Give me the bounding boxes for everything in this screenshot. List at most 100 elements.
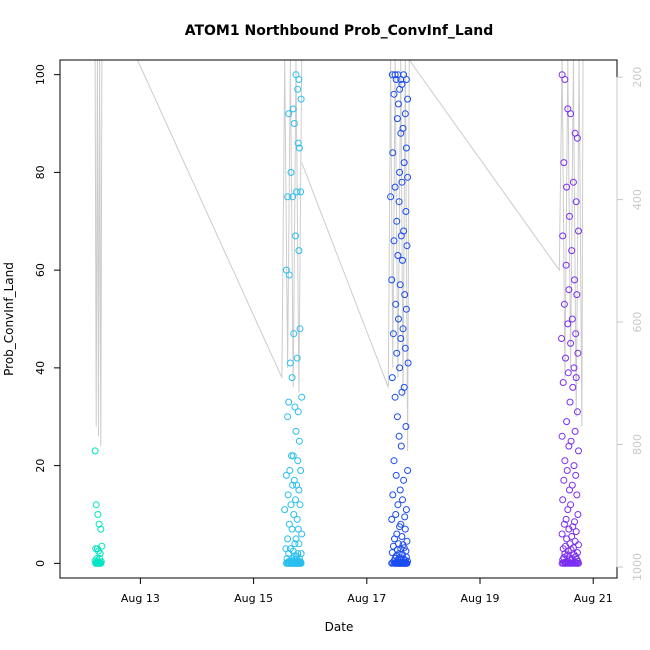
data-point xyxy=(396,85,404,93)
y-tick-label: 80 xyxy=(34,165,47,179)
y2-tick-label: 1000 xyxy=(631,553,644,581)
data-point xyxy=(393,217,401,225)
data-point xyxy=(297,559,305,567)
data-point xyxy=(573,134,581,142)
data-point xyxy=(94,559,102,567)
data-point xyxy=(573,549,581,557)
profile-line-4 xyxy=(408,60,584,427)
data-point xyxy=(397,129,405,137)
data-point xyxy=(291,403,299,411)
data-point xyxy=(289,193,297,201)
data-point xyxy=(403,242,411,250)
data-point xyxy=(394,501,402,509)
data-point xyxy=(287,168,295,176)
data-point xyxy=(569,178,577,186)
data-point xyxy=(575,541,582,549)
data-point xyxy=(286,359,294,367)
data-point xyxy=(295,247,303,255)
data-point xyxy=(401,513,409,521)
data-point xyxy=(402,76,410,83)
data-point xyxy=(285,398,293,406)
data-point xyxy=(391,393,399,401)
data-point xyxy=(388,549,396,557)
data-point xyxy=(298,393,306,401)
data-point xyxy=(294,457,302,465)
data-point xyxy=(398,178,406,186)
profile-lines xyxy=(94,60,584,451)
data-point xyxy=(397,335,405,342)
data-point xyxy=(293,354,301,362)
y2-tick-label: 400 xyxy=(631,189,644,210)
data-point xyxy=(399,256,406,264)
data-point xyxy=(395,432,403,440)
data-point xyxy=(295,76,303,83)
data-point xyxy=(393,349,401,357)
data-point xyxy=(559,496,567,504)
data-point xyxy=(94,511,102,518)
data-point xyxy=(290,330,298,338)
data-point xyxy=(564,369,572,377)
data-point xyxy=(563,418,571,426)
data-point xyxy=(286,467,294,474)
y-tick-label: 0 xyxy=(34,560,47,567)
data-point xyxy=(401,525,409,533)
data-point xyxy=(91,447,99,455)
data-point xyxy=(298,530,306,538)
data-point xyxy=(396,523,404,531)
profile-line-2 xyxy=(137,60,303,393)
data-point xyxy=(281,506,289,514)
data-point xyxy=(565,442,573,450)
data-point xyxy=(296,501,304,509)
data-point xyxy=(566,398,574,406)
data-point xyxy=(392,471,400,479)
data-point xyxy=(294,408,302,416)
data-point xyxy=(95,520,103,528)
data-point xyxy=(571,518,578,526)
data-point xyxy=(575,227,582,235)
data-point xyxy=(390,237,398,245)
data-point xyxy=(293,559,301,567)
data-point xyxy=(562,515,570,523)
data-point xyxy=(389,149,397,157)
data-point xyxy=(404,359,412,367)
data-point xyxy=(391,559,399,567)
data-point xyxy=(570,364,578,372)
data-point xyxy=(284,193,292,201)
data-point xyxy=(399,325,407,333)
data-point xyxy=(295,144,303,152)
data-point xyxy=(567,110,575,118)
data-point xyxy=(574,511,582,518)
data-point xyxy=(563,535,571,543)
data-point xyxy=(569,383,577,391)
data-point xyxy=(396,168,404,176)
data-point xyxy=(562,354,569,362)
data-point xyxy=(561,550,569,558)
data-point xyxy=(402,506,410,514)
data-point xyxy=(396,486,404,494)
data-point xyxy=(397,442,405,450)
data-point xyxy=(401,110,409,118)
data-point xyxy=(290,511,298,518)
data-point xyxy=(295,486,303,494)
data-point xyxy=(285,550,293,558)
data-point xyxy=(402,208,410,215)
data-point xyxy=(391,183,399,191)
x-tick-label: Aug 19 xyxy=(461,592,500,605)
data-point xyxy=(294,85,302,93)
data-point xyxy=(297,467,305,474)
data-point xyxy=(558,432,566,440)
data-point xyxy=(387,193,395,201)
profile-line-3 xyxy=(301,60,410,451)
data-point xyxy=(563,467,571,474)
data-point xyxy=(389,330,397,338)
scatter-points xyxy=(91,71,582,567)
data-point xyxy=(569,559,577,567)
data-point xyxy=(395,198,403,206)
data-point xyxy=(288,525,296,533)
data-point xyxy=(575,447,582,455)
data-point xyxy=(561,457,569,465)
data-point xyxy=(564,559,572,567)
data-point xyxy=(403,537,411,545)
data-point xyxy=(391,71,399,79)
